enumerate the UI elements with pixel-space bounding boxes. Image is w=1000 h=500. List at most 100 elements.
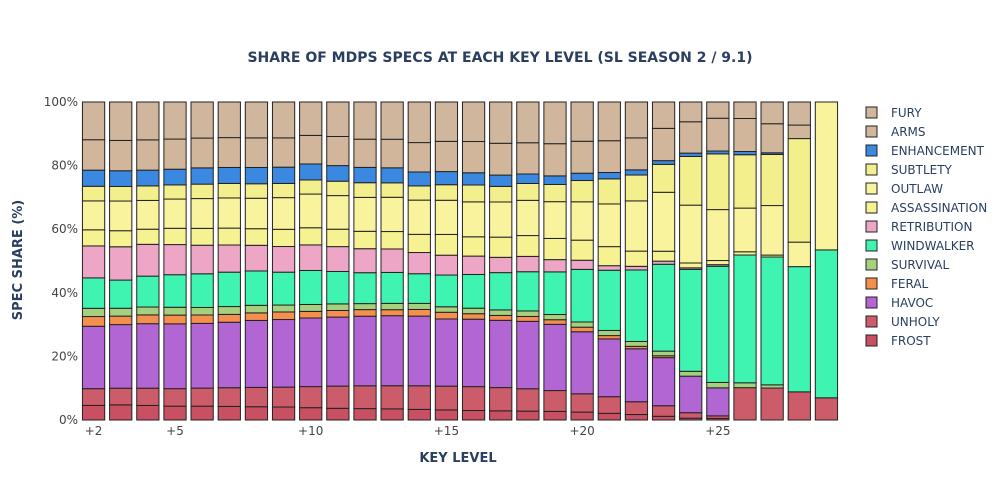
bar-segment-assassination[interactable] [81,229,106,247]
bar-segment-feral[interactable] [81,316,106,327]
bar-segment-subtlety[interactable] [651,163,676,193]
bar-segment-outlaw[interactable] [733,207,757,253]
bar-segment-survival[interactable] [679,370,703,377]
bar-segment-fury[interactable] [163,101,187,140]
bar-segment-survival[interactable] [706,381,730,389]
bar-segment-unholy[interactable] [624,401,649,416]
bar-segment-feral[interactable] [489,314,513,321]
bar-segment-enhancement[interactable] [380,167,404,184]
bar-segment-fury[interactable] [679,101,703,123]
bar-segment-survival[interactable] [543,314,567,321]
bar-segment-frost[interactable] [217,405,241,421]
bar-segment-unholy[interactable] [434,385,459,411]
bar-segment-fury[interactable] [570,101,594,142]
bar-segment-retribution[interactable] [570,259,594,270]
bar-segment-frost[interactable] [163,405,187,421]
bar-segment-assassination[interactable] [706,260,730,266]
bar-segment-retribution[interactable] [380,248,404,273]
bar-segment-havoc[interactable] [326,316,350,387]
bar-segment-survival[interactable] [651,350,676,357]
bar-segment-arms[interactable] [163,138,187,170]
bar-segment-unholy[interactable] [679,412,703,419]
bar-segment-survival[interactable] [81,307,106,318]
bar-segment-arms[interactable] [81,139,106,171]
bar-segment-fury[interactable] [136,101,160,141]
bar-segment-fury[interactable] [516,101,540,144]
bar-segment-outlaw[interactable] [434,199,459,235]
bar-segment-feral[interactable] [163,314,187,325]
bar-segment-arms[interactable] [461,141,486,174]
bar-segment-unholy[interactable] [787,391,811,421]
bar-segment-feral[interactable] [353,309,377,317]
bar-segment-assassination[interactable] [624,250,649,267]
bar-segment-windwalker[interactable] [624,269,649,342]
bar-segment-frost[interactable] [570,411,594,421]
bar-segment-outlaw[interactable] [244,197,269,230]
bar-segment-assassination[interactable] [136,228,160,245]
bar-segment-outlaw[interactable] [814,101,839,251]
bar-segment-enhancement[interactable] [679,152,703,157]
bar-segment-outlaw[interactable] [380,196,404,233]
bar-segment-subtlety[interactable] [190,183,214,200]
bar-segment-survival[interactable] [299,303,323,312]
bar-segment-unholy[interactable] [543,390,567,412]
bar-segment-arms[interactable] [109,139,133,172]
bar-segment-subtlety[interactable] [163,184,187,200]
bar-segment-outlaw[interactable] [787,241,811,268]
bar-segment-survival[interactable] [271,304,296,313]
bar-segment-survival[interactable] [733,382,757,389]
bar-segment-frost[interactable] [461,410,486,421]
bar-segment-windwalker[interactable] [407,273,431,304]
bar-segment-outlaw[interactable] [190,198,214,229]
bar-segment-enhancement[interactable] [407,171,431,187]
bar-segment-fury[interactable] [787,101,811,126]
bar-segment-assassination[interactable] [461,236,486,257]
bar-segment-enhancement[interactable] [624,169,649,176]
bar-segment-survival[interactable] [244,304,269,314]
bar-segment-fury[interactable] [489,101,513,144]
bar-segment-havoc[interactable] [81,325,106,390]
bar-segment-subtlety[interactable] [380,182,404,198]
bar-segment-feral[interactable] [516,315,540,322]
bar-segment-unholy[interactable] [353,385,377,410]
bar-segment-retribution[interactable] [353,248,377,274]
bar-segment-retribution[interactable] [81,245,106,279]
bar-segment-windwalker[interactable] [489,272,513,311]
bar-segment-assassination[interactable] [543,237,567,261]
bar-segment-frost[interactable] [516,410,540,421]
bar-segment-frost[interactable] [597,412,621,421]
bar-segment-arms[interactable] [326,136,350,167]
bar-segment-retribution[interactable] [163,244,187,276]
bar-segment-unholy[interactable] [81,388,106,406]
bar-segment-subtlety[interactable] [760,153,784,207]
bar-segment-frost[interactable] [624,414,649,421]
bar-segment-arms[interactable] [353,138,377,168]
bar-segment-survival[interactable] [109,307,133,317]
bar-segment-subtlety[interactable] [624,174,649,202]
bar-segment-windwalker[interactable] [461,273,486,309]
bar-segment-unholy[interactable] [299,386,323,409]
bar-segment-fury[interactable] [543,101,567,145]
bar-segment-arms[interactable] [706,117,730,152]
bar-segment-arms[interactable] [434,140,459,173]
bar-segment-retribution[interactable] [326,246,350,273]
bar-segment-enhancement[interactable] [461,172,486,186]
bar-segment-outlaw[interactable] [163,198,187,229]
legend-item-enhancement[interactable]: ENHANCEMENT [865,144,985,158]
legend-item-fury[interactable]: FURY [865,106,922,120]
bar-segment-subtlety[interactable] [109,186,133,202]
bar-segment-retribution[interactable] [136,243,160,277]
bar-segment-subtlety[interactable] [353,182,377,198]
legend-item-retribution[interactable]: RETRIBUTION [865,220,972,234]
bar-segment-arms[interactable] [380,138,404,169]
bar-segment-unholy[interactable] [380,385,404,410]
legend-item-unholy[interactable]: UNHOLY [865,315,940,329]
bar-segment-fury[interactable] [434,101,459,142]
bar-segment-outlaw[interactable] [543,201,567,239]
legend-item-outlaw[interactable]: OUTLAW [865,182,943,196]
bar-segment-windwalker[interactable] [190,273,214,308]
bar-segment-assassination[interactable] [271,228,296,248]
bar-segment-windwalker[interactable] [271,271,296,306]
bar-segment-outlaw[interactable] [407,199,431,235]
bar-segment-survival[interactable] [597,329,621,337]
